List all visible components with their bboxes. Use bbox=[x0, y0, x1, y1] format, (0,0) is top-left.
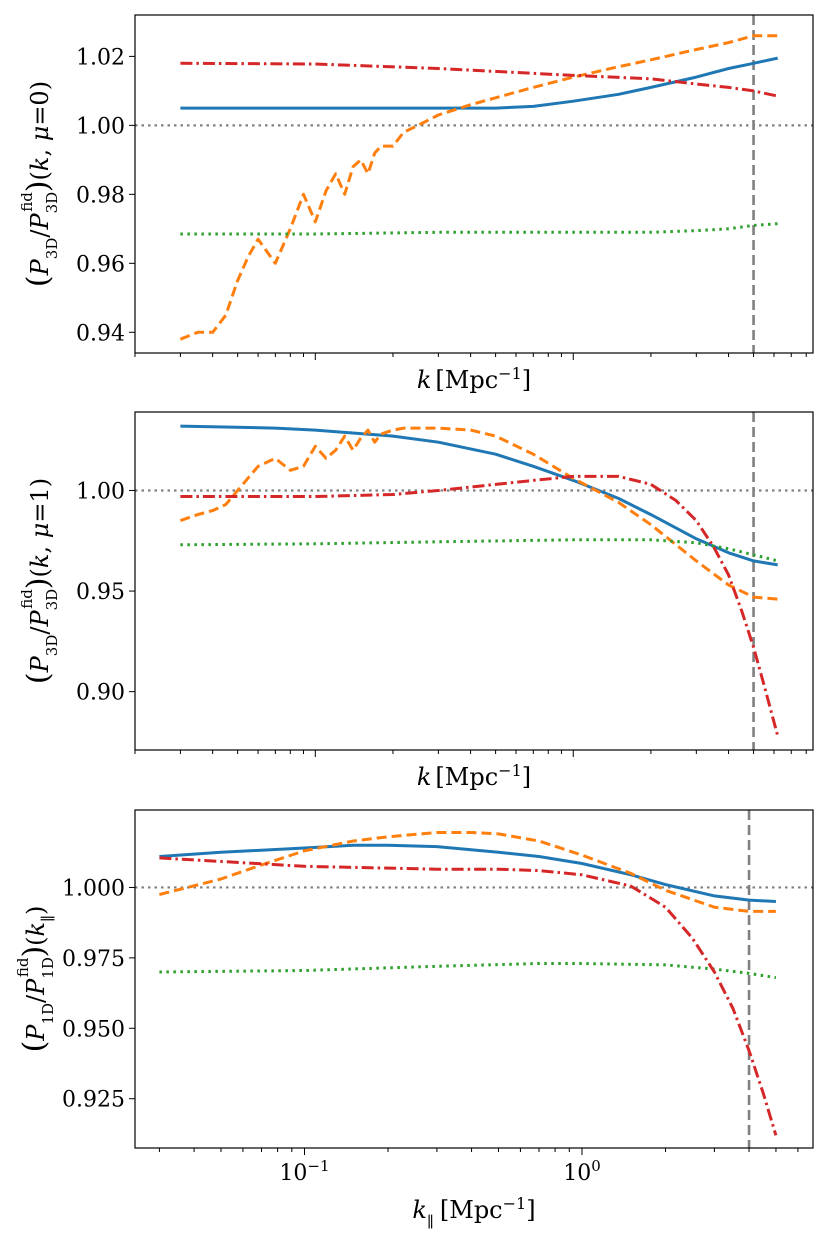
y-tick-label: 0.98 bbox=[76, 183, 125, 208]
plot-area bbox=[135, 412, 813, 750]
x-axis-ticks bbox=[134, 750, 807, 757]
y-tick-label: 0.96 bbox=[76, 252, 125, 277]
y-tick-label: 0.94 bbox=[76, 321, 125, 346]
x-axis-label: k [Mpc−1] bbox=[417, 364, 531, 395]
x-tick-label: 10−1 bbox=[279, 1157, 329, 1186]
plot-area bbox=[135, 810, 813, 1148]
y-tick-label: 1.00 bbox=[76, 479, 125, 504]
panel-mu0: 0.94 0.96 0.98 1.00 1.02 k [Mpc−1] (P3D/P3Dfi… bbox=[18, 14, 814, 395]
y-tick-label: 0.975 bbox=[62, 947, 125, 972]
series-line-orange bbox=[179, 426, 778, 601]
x-axis-label: k∥ [Mpc−1] bbox=[412, 1194, 535, 1232]
panel-mu1: 0.90 0.95 1.00 k [Mpc−1] (P3D/P3Dfid)(k, μ=… bbox=[18, 411, 814, 792]
series-line-green bbox=[180, 538, 779, 563]
y-axis-ticks: 0.94 0.96 0.98 1.00 1.02 bbox=[76, 45, 135, 346]
series-line-red bbox=[159, 856, 778, 1136]
series-line-blue bbox=[159, 843, 776, 903]
axes-frame bbox=[134, 411, 814, 751]
series-line-green bbox=[180, 222, 778, 236]
series-line-blue bbox=[180, 56, 779, 110]
y-axis-label: (P1D/P1Dfid)(k∥) bbox=[14, 906, 57, 1053]
y-axis-ticks: 0.925 0.950 0.975 1.000 bbox=[62, 876, 135, 1113]
series-line-blue bbox=[180, 424, 778, 567]
y-tick-label: 1.00 bbox=[76, 114, 125, 139]
plot-area bbox=[135, 15, 813, 353]
y-axis-ticks: 0.90 0.95 1.00 bbox=[76, 479, 135, 706]
axes-frame bbox=[134, 809, 814, 1149]
axes-frame bbox=[134, 14, 814, 354]
series-line-red bbox=[180, 474, 780, 737]
x-axis-ticks bbox=[134, 353, 807, 360]
y-tick-label: 1.000 bbox=[62, 876, 125, 901]
y-axis-label: (P3D/P3Dfid)(k, μ=1) bbox=[18, 478, 61, 684]
series-line-orange bbox=[179, 34, 778, 341]
series-line-red bbox=[180, 61, 779, 98]
y-tick-label: 0.950 bbox=[62, 1017, 125, 1042]
x-axis-label: k [Mpc−1] bbox=[417, 761, 531, 792]
series-line-green bbox=[159, 962, 777, 980]
x-tick-label: 100 bbox=[563, 1157, 601, 1186]
series-line-orange bbox=[159, 831, 776, 913]
y-tick-label: 0.90 bbox=[76, 681, 125, 706]
y-tick-label: 1.02 bbox=[76, 45, 125, 70]
x-axis-ticks: 10−1 100 bbox=[158, 1148, 799, 1186]
y-tick-label: 0.95 bbox=[76, 580, 125, 605]
panel-p1d: 0.925 0.950 0.975 1.000 10−1 100 k∥ [Mpc−1] (… bbox=[14, 809, 814, 1232]
y-axis-label: (P3D/P3Dfid)(k, μ=0) bbox=[18, 81, 61, 287]
y-tick-label: 0.925 bbox=[62, 1088, 125, 1113]
